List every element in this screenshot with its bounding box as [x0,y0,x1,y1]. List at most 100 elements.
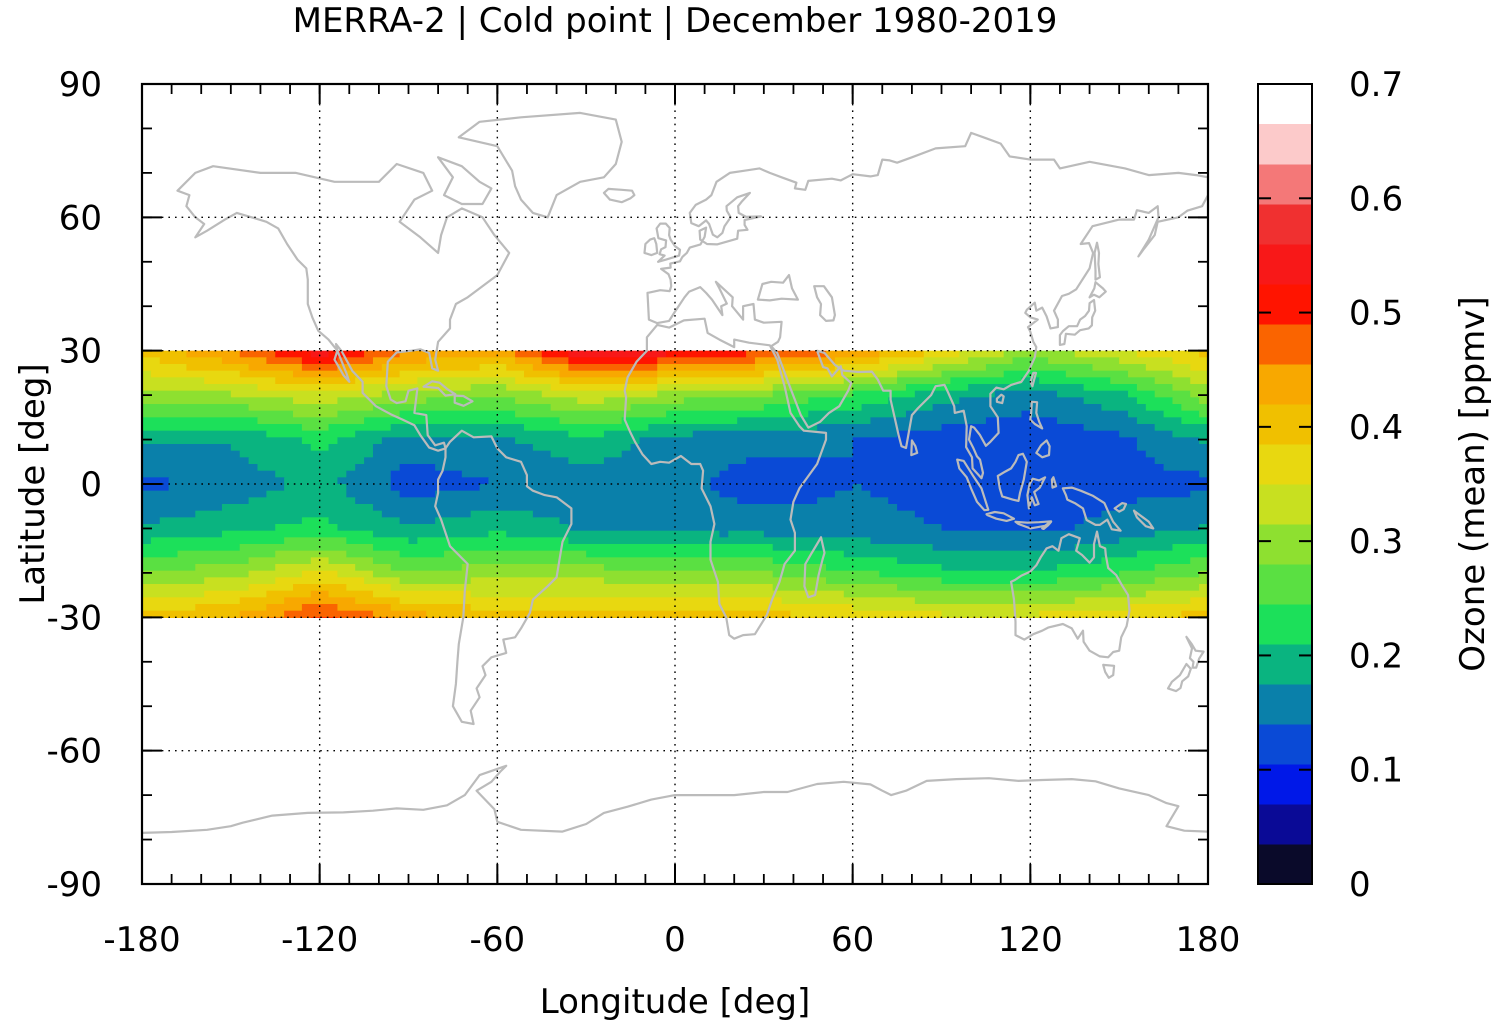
coastline-madagascar [803,536,826,599]
field-cell [142,484,170,492]
field-cell [142,557,250,565]
field-cell [630,444,854,452]
field-cell [657,377,765,385]
field-cell [923,350,960,358]
field-cell [1136,444,1208,452]
coastline-borneo [996,452,1028,502]
coastline-cuba [422,380,457,397]
field-cell [1021,410,1031,418]
field-cell [1199,437,1208,445]
field-cell [301,604,339,612]
field-cell [142,397,294,405]
field-cell [142,430,267,438]
field-cell [559,517,925,525]
field-cell [666,410,809,418]
coastline-new-zealand-n [1185,635,1205,669]
field-cell [488,477,712,485]
field-cell [142,377,205,385]
field-cell [275,524,339,532]
field-cell [559,370,658,378]
field-cell [515,397,578,405]
field-cell [399,370,525,378]
field-cell [657,364,756,372]
field-cell [1128,410,1165,418]
field-cell [390,470,463,478]
field-cell [266,430,356,438]
field-cell [941,370,1005,378]
colorbar-swatch [1258,644,1312,685]
field-cell [364,350,401,358]
field-cell [399,577,472,585]
field-cell [1056,417,1138,425]
field-cell [346,484,392,492]
field-cell [1181,404,1208,412]
field-cell [337,437,383,445]
field-cell [1119,504,1208,512]
field-cell [1145,364,1191,372]
coastline-iceland [602,187,636,204]
field-cell [372,544,774,552]
colorbar-swatch [1258,564,1312,605]
field-cell [142,510,196,518]
field-cell [1172,357,1208,365]
field-cell [337,477,392,485]
y-tick-label: 90 [59,65,102,105]
field-cell [532,444,632,452]
field-cell [372,570,774,578]
field-cell [1012,357,1049,365]
field-cell [754,357,836,365]
field-cell [1101,584,1200,592]
colorbar-tick-label: 0 [1349,865,1371,905]
coastline-antarctica [142,764,1208,835]
field-cell [275,577,365,585]
field-cell [506,530,721,538]
field-cell [337,604,392,612]
field-cell [142,537,152,545]
coastline-baffin [437,156,493,206]
field-cell [772,570,880,578]
field-cell [523,424,649,432]
field-cell [142,390,232,398]
field-cell [941,524,1076,532]
field-cell [905,384,969,392]
field-cell [870,537,1120,545]
field-cell [1172,397,1200,405]
field-cell [852,437,1138,445]
field-cell [257,417,365,425]
field-cell [142,604,196,612]
field-cell [559,417,623,425]
field-cell [150,537,285,545]
field-cell [568,430,605,438]
colorbar-swatch [1258,684,1312,725]
field-cell [275,470,347,478]
field-cell [142,544,241,552]
field-cell [603,430,694,438]
field-cell [994,390,1058,398]
field-cell [364,417,561,425]
field-cell [337,570,374,578]
field-cell [1056,564,1156,572]
field-cell [301,357,339,365]
field-cell [897,504,1120,512]
field-cell [337,397,427,405]
field-cell [728,530,765,538]
field-cell [1136,550,1208,558]
field-cell [337,617,392,618]
y-tick-label: 0 [80,465,102,505]
field-cell [941,424,1085,432]
colorbar-swatch [1258,604,1312,645]
field-cell [1056,390,1129,398]
ozone-field [142,350,1208,618]
field-cell [1199,350,1208,358]
field-cell [897,377,951,385]
field-cell [275,550,347,558]
field-cell [239,544,374,552]
field-cell [1199,410,1208,418]
field-cell [444,550,587,558]
field-cell [284,610,374,618]
field-cell [355,464,401,472]
field-cell [843,550,1138,558]
field-cell [142,517,161,525]
field-cell [772,584,898,592]
